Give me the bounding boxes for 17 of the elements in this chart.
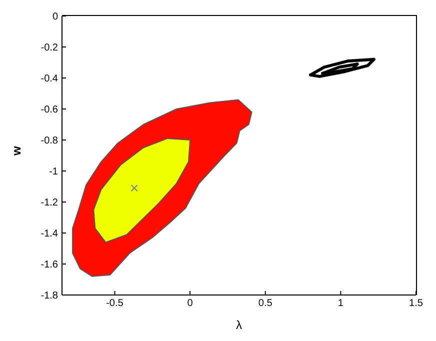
y-tick-label: 0	[52, 12, 58, 23]
y-tick-label: -1.2	[40, 198, 58, 209]
y-tick-label: -1.8	[40, 290, 58, 302]
x-tick-label: 1	[338, 298, 344, 310]
x-tick-label: 1.5	[409, 298, 424, 310]
x-tick-label: 0.5	[258, 298, 273, 310]
y-tick-label: -0.2	[40, 42, 58, 54]
y-tick-label: -1.4	[40, 228, 58, 240]
x-tick-label: 0	[187, 298, 194, 310]
y-tick-label: -0.6	[40, 104, 58, 116]
y-tick-label: -0.4	[40, 74, 58, 85]
y-axis-title: w	[9, 146, 24, 156]
y-tick-label: -0.8	[40, 136, 58, 147]
x-axis-title: λ	[236, 318, 242, 332]
x-tick-label: -0.5	[106, 298, 124, 310]
y-tick-label: -1	[49, 166, 58, 178]
y-tick-label: -1.6	[40, 260, 58, 271]
